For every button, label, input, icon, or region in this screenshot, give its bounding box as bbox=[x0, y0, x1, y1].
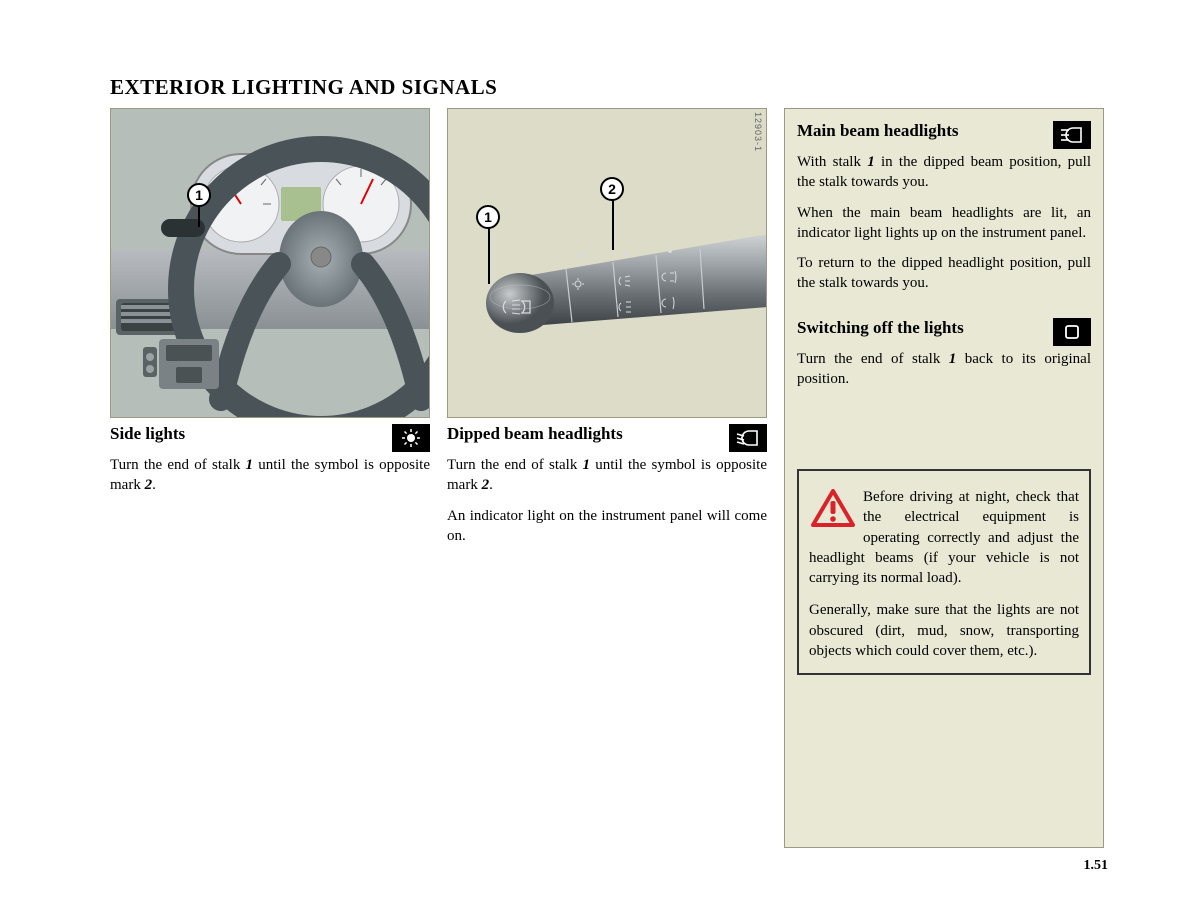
column-1: 1 Side lights bbox=[110, 108, 430, 848]
side-lights-text: Turn the end of stalk 1 until the symbol… bbox=[110, 455, 430, 496]
main-beam-text-2: When the main beam headlights are lit, a… bbox=[797, 203, 1091, 244]
dipped-beam-text-1: Turn the end of stalk 1 until the symbol… bbox=[447, 455, 767, 496]
text: With stalk bbox=[797, 154, 867, 170]
stalk-illustration bbox=[448, 109, 767, 418]
main-beam-heading: Main beam headlights bbox=[797, 121, 1045, 141]
callout-line bbox=[488, 228, 490, 284]
ref-1: 1 bbox=[246, 457, 254, 473]
main-beam-text-3: To return to the dipped headlight positi… bbox=[797, 253, 1091, 294]
ref-2: 2 bbox=[145, 477, 153, 493]
text: . bbox=[489, 477, 493, 493]
column-3-frame: Main beam headlights With stalk 1 in the… bbox=[784, 108, 1104, 848]
callout-line bbox=[612, 200, 614, 250]
section-side-lights: Side lights bbox=[110, 424, 430, 452]
page-number: 1.51 bbox=[1084, 858, 1109, 874]
dipped-beam-heading: Dipped beam headlights bbox=[447, 424, 721, 444]
ref-1: 1 bbox=[867, 154, 875, 170]
ref-1: 1 bbox=[583, 457, 591, 473]
text: Turn the end of stalk bbox=[447, 457, 583, 473]
manual-page: EXTERIOR LIGHTING AND SIGNALS bbox=[0, 0, 1200, 888]
ref-2: 2 bbox=[482, 477, 490, 493]
callout-2: 2 bbox=[600, 177, 624, 201]
figure-ref: 12903-1 bbox=[753, 112, 763, 152]
warning-text-2: Generally, make sure that the lights are… bbox=[809, 600, 1079, 661]
dashboard-illustration bbox=[111, 109, 430, 418]
main-beam-text-1: With stalk 1 in the dipped beam position… bbox=[797, 152, 1091, 193]
side-lights-heading: Side lights bbox=[110, 424, 384, 444]
switch-off-text: Turn the end of stalk 1 back to its orig… bbox=[797, 349, 1091, 390]
text: Turn the end of stalk bbox=[797, 351, 949, 367]
callout-1: 1 bbox=[187, 183, 211, 207]
warning-box: Before driving at night, check that the … bbox=[797, 469, 1091, 675]
main-beam-icon bbox=[1053, 121, 1091, 149]
section-switch-off: Switching off the lights bbox=[797, 318, 1091, 346]
callout-line bbox=[198, 205, 200, 227]
text: . bbox=[152, 477, 156, 493]
figure-2-stalk: 12903-1 bbox=[447, 108, 767, 418]
text: Turn the end of stalk bbox=[110, 457, 246, 473]
section-main-beam: Main beam headlights bbox=[797, 121, 1091, 149]
dipped-beam-text-2: An indicator light on the instrument pan… bbox=[447, 506, 767, 547]
column-2: 12903-1 bbox=[447, 108, 767, 848]
columns: 1 Side lights bbox=[110, 108, 1110, 848]
callout-1: 1 bbox=[476, 205, 500, 229]
warning-triangle-icon bbox=[811, 489, 855, 529]
switch-off-heading: Switching off the lights bbox=[797, 318, 1045, 338]
sidelight-icon bbox=[392, 424, 430, 452]
section-dipped-beam: Dipped beam headlights bbox=[447, 424, 767, 452]
figure-1-dashboard: 1 bbox=[110, 108, 430, 418]
column-3: Main beam headlights With stalk 1 in the… bbox=[784, 108, 1104, 848]
page-title: EXTERIOR LIGHTING AND SIGNALS bbox=[110, 75, 1110, 100]
off-icon bbox=[1053, 318, 1091, 346]
dipped-beam-icon bbox=[729, 424, 767, 452]
